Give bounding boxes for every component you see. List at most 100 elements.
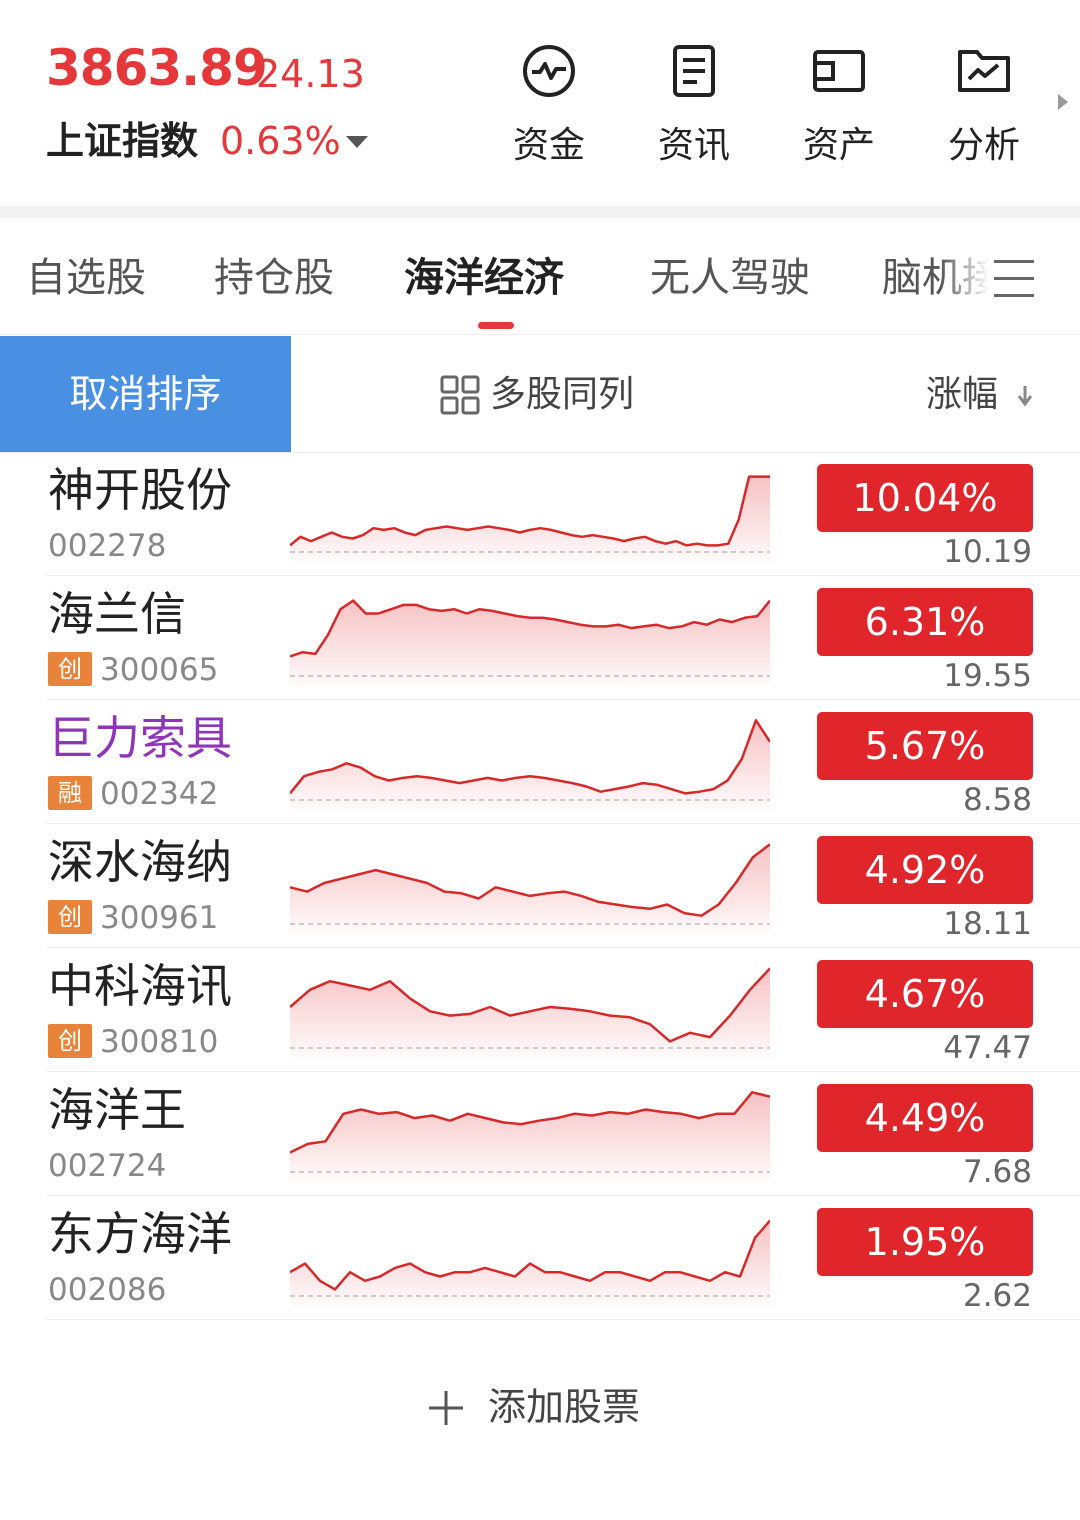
index-change-percent: 0.63% (220, 119, 341, 163)
sparkline-area (290, 844, 770, 934)
stock-name: 海兰信 (48, 587, 186, 641)
market-tag-badge: 创 (48, 652, 92, 686)
stock-code: 300810 (100, 1024, 219, 1060)
intraday-sparkline (290, 475, 770, 562)
row-divider (46, 1195, 1080, 1196)
folder-chart-icon (958, 50, 1010, 92)
index-price: 3863.89 (46, 39, 268, 97)
tab-holdings[interactable]: 持仓股 (214, 255, 334, 301)
tool-assets-label: 资产 (802, 125, 875, 166)
intraday-sparkline (290, 1091, 770, 1182)
intraday-sparkline (290, 599, 770, 686)
sparkline-line (290, 1219, 770, 1291)
watchlist-tabs: 自选股 持仓股 海洋经济 无人驾驶 脑机接 (0, 218, 1080, 335)
stock-name: 海洋王 (48, 1083, 186, 1137)
market-tag-badge: 创 (48, 900, 92, 934)
active-tab-indicator (478, 322, 514, 329)
tab-autonomous-driving[interactable]: 无人驾驶 (650, 255, 810, 301)
sparkline-line (290, 719, 770, 795)
sparkline-line (290, 843, 770, 917)
tab-watchlist[interactable]: 自选股 (26, 255, 146, 301)
row-divider (46, 947, 1080, 948)
index-change: 24.13 (256, 52, 365, 96)
change-percent-badge[interactable]: 1.95% (817, 1208, 1033, 1276)
stock-price: 8.58 (962, 782, 1032, 818)
market-tag-badge: 创 (48, 1024, 92, 1058)
section-separator (0, 206, 1080, 218)
change-percent-badge[interactable]: 5.67% (817, 712, 1033, 780)
row-divider (46, 575, 1080, 576)
stock-row[interactable]: 深水海纳创 300961 4.92% 18.11 (0, 824, 1080, 948)
sparkline-area (290, 600, 770, 686)
tool-analysis-label: 分析 (947, 125, 1020, 166)
stock-code: 002724 (48, 1148, 167, 1184)
change-percent-badge[interactable]: 6.31% (817, 588, 1033, 656)
sparkline-area (290, 1220, 770, 1306)
stock-row[interactable]: 巨力索具融 002342 5.67% 8.58 (0, 700, 1080, 824)
sort-descending-icon (1017, 386, 1033, 407)
intraday-sparkline (290, 967, 770, 1058)
stock-price: 47.47 (943, 1030, 1032, 1066)
stock-list: 神开股份 002278 10.04% 10.19 海兰信创 300065 6.31% 19.5… (0, 452, 1080, 1320)
grid-icon (440, 375, 480, 415)
sparkline-line (290, 1091, 770, 1154)
sparkline-area (290, 968, 770, 1058)
document-icon (673, 45, 715, 97)
stock-row[interactable]: 海兰信创 300065 6.31% 19.55 (0, 576, 1080, 700)
row-divider (46, 699, 1080, 700)
stock-name: 深水海纳 (48, 835, 232, 889)
scroll-right-arrow-icon[interactable] (1058, 94, 1068, 110)
tool-fund-label: 资金 (512, 125, 585, 166)
sparkline-area (290, 476, 770, 562)
tab-ocean-economy[interactable]: 海洋经济 (404, 255, 564, 301)
row-divider (46, 1319, 1080, 1320)
tool-news-button[interactable]: 资讯 (639, 42, 749, 168)
sparkline-line (290, 475, 770, 547)
wallet-icon (813, 50, 865, 92)
sort-bar: 取消排序 多股同列 涨幅 (0, 336, 1080, 453)
index-name: 上证指数 (46, 119, 199, 163)
sparkline-area (290, 720, 770, 810)
stock-price: 2.62 (962, 1278, 1032, 1314)
stock-price: 18.11 (943, 906, 1032, 942)
stock-row[interactable]: 海洋王 002724 4.49% 7.68 (0, 1072, 1080, 1196)
cancel-sort-button[interactable]: 取消排序 (0, 336, 291, 452)
stock-code: 002086 (48, 1272, 167, 1308)
row-divider (46, 823, 1080, 824)
stock-price: 7.68 (962, 1154, 1032, 1190)
market-tag-badge: 融 (48, 776, 92, 810)
pulse-circle-icon (523, 45, 575, 97)
intraday-sparkline (290, 1219, 770, 1306)
stock-code: 002278 (48, 528, 167, 564)
change-percent-badge[interactable]: 4.92% (817, 836, 1033, 904)
dropdown-caret-icon[interactable] (346, 136, 368, 148)
tool-news-label: 资讯 (657, 125, 730, 166)
multi-stock-label: 多股同列 (490, 374, 635, 415)
sparkline-area (290, 1092, 770, 1182)
stock-price: 19.55 (943, 658, 1032, 694)
add-stock-label: 添加股票 (488, 1385, 641, 1429)
tool-fund-button[interactable]: 资金 (494, 42, 604, 168)
stock-code: 300065 (100, 652, 219, 688)
sort-column-header[interactable]: 涨幅 (926, 374, 999, 415)
stock-code: 300961 (100, 900, 219, 936)
stock-row[interactable]: 中科海讯创 300810 4.67% 47.47 (0, 948, 1080, 1072)
tool-analysis-button[interactable]: 分析 (929, 42, 1039, 168)
stock-code: 002342 (100, 776, 219, 812)
stock-name: 巨力索具 (48, 711, 232, 765)
stock-row[interactable]: 神开股份 002278 10.04% 10.19 (0, 452, 1080, 576)
intraday-sparkline (290, 843, 770, 934)
plus-icon (429, 1391, 463, 1425)
stock-name: 东方海洋 (48, 1207, 232, 1261)
stock-price: 10.19 (943, 534, 1032, 570)
sparkline-line (290, 967, 770, 1043)
index-header[interactable]: 3863.89 24.13 上证指数 0.63% 资金 资讯 资产 分析 (0, 0, 1080, 206)
change-percent-badge[interactable]: 4.49% (817, 1084, 1033, 1152)
change-percent-badge[interactable]: 4.67% (817, 960, 1033, 1028)
stock-row[interactable]: 东方海洋 002086 1.95% 2.62 (0, 1196, 1080, 1320)
change-percent-badge[interactable]: 10.04% (817, 464, 1033, 532)
stock-name: 神开股份 (48, 463, 232, 517)
menu-icon[interactable] (994, 260, 1034, 311)
stock-name: 中科海讯 (48, 959, 232, 1013)
tool-assets-button[interactable]: 资产 (784, 42, 894, 168)
